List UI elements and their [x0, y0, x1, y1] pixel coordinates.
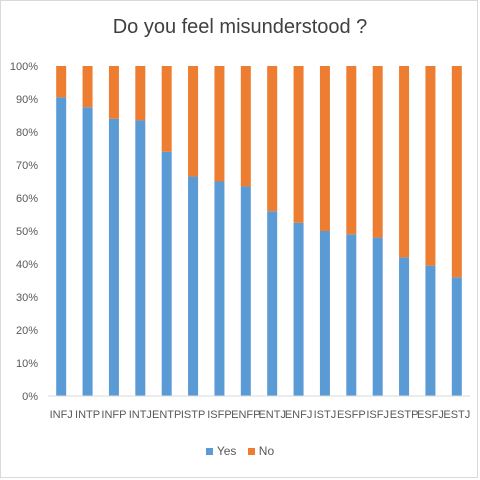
chart-legend: Yes No: [0, 444, 480, 458]
y-tick-label: 60%: [16, 193, 38, 205]
y-tick-label: 100%: [10, 61, 38, 73]
bar-yes-enfp: [240, 186, 251, 396]
y-tick-label: 20%: [16, 325, 38, 337]
bar-no-infp: [108, 66, 119, 119]
y-tick-label: 70%: [16, 160, 38, 172]
bar-yes-istp: [188, 176, 199, 396]
bar-no-esfp: [346, 66, 357, 235]
legend-item-yes: Yes: [205, 444, 237, 458]
bar-yes-intj: [135, 120, 146, 396]
x-tick-label: ISTP: [181, 409, 205, 421]
legend-swatch-yes: [205, 448, 213, 456]
x-tick-label: ESTP: [390, 409, 419, 421]
x-tick-label: ENFP: [231, 409, 260, 421]
x-tick-label: ISFJ: [366, 409, 389, 421]
x-tick-label: ISTJ: [314, 409, 337, 421]
bar-yes-entp: [161, 151, 172, 396]
bar-yes-isfp: [214, 181, 225, 396]
bar-no-infj: [56, 66, 67, 98]
x-tick-label: INTJ: [129, 409, 152, 421]
y-tick-label: 40%: [16, 259, 38, 271]
bar-no-isfj: [372, 66, 383, 238]
chart-title: Do you feel misunderstood ?: [112, 16, 368, 38]
bar-yes-istj: [319, 231, 330, 396]
y-tick-label: 80%: [16, 127, 38, 139]
legend-label-yes: Yes: [216, 444, 237, 458]
y-tick-label: 30%: [16, 292, 38, 304]
x-tick-label: ENTP: [152, 409, 181, 421]
y-tick-label: 90%: [16, 94, 38, 106]
bar-yes-isfj: [372, 237, 383, 396]
bar-no-intj: [135, 66, 146, 121]
bar-yes-infj: [56, 97, 67, 396]
y-tick-label: 50%: [16, 226, 38, 238]
y-tick-label: 0%: [22, 391, 38, 403]
x-tick-label: ESTJ: [443, 409, 470, 421]
y-tick-label: 10%: [16, 358, 38, 370]
x-tick-label: ISFP: [207, 409, 231, 421]
bar-no-entj: [267, 66, 278, 212]
bar-yes-estp: [399, 257, 410, 396]
bar-no-estj: [451, 66, 462, 278]
bar-no-isfp: [214, 66, 225, 182]
bar-yes-intp: [82, 107, 93, 396]
bar-no-estp: [399, 66, 410, 258]
bar-no-intp: [82, 66, 93, 108]
legend-item-no: No: [247, 444, 275, 458]
x-tick-label: INFJ: [50, 409, 73, 421]
x-tick-label: ESFJ: [417, 409, 444, 421]
bar-yes-esfj: [425, 265, 436, 396]
x-tick-label: INFP: [101, 409, 126, 421]
bar-no-istj: [319, 66, 330, 231]
bar-no-entp: [161, 66, 172, 152]
legend-label-no: No: [258, 444, 275, 458]
bar-no-enfj: [293, 66, 304, 223]
bar-no-enfp: [240, 66, 251, 187]
x-tick-label: ENFJ: [285, 409, 313, 421]
legend-swatch-no: [247, 448, 255, 456]
bar-yes-infp: [108, 118, 119, 397]
bar-yes-estj: [451, 277, 462, 396]
bar-yes-enfj: [293, 222, 304, 396]
x-tick-label: ENTJ: [258, 409, 286, 421]
bar-no-esfj: [425, 66, 436, 266]
bar-yes-esfp: [346, 234, 357, 396]
bar-no-istp: [188, 66, 199, 177]
bar-yes-entj: [267, 211, 278, 396]
x-tick-label: ESFP: [337, 409, 366, 421]
x-tick-label: INTP: [75, 409, 100, 421]
